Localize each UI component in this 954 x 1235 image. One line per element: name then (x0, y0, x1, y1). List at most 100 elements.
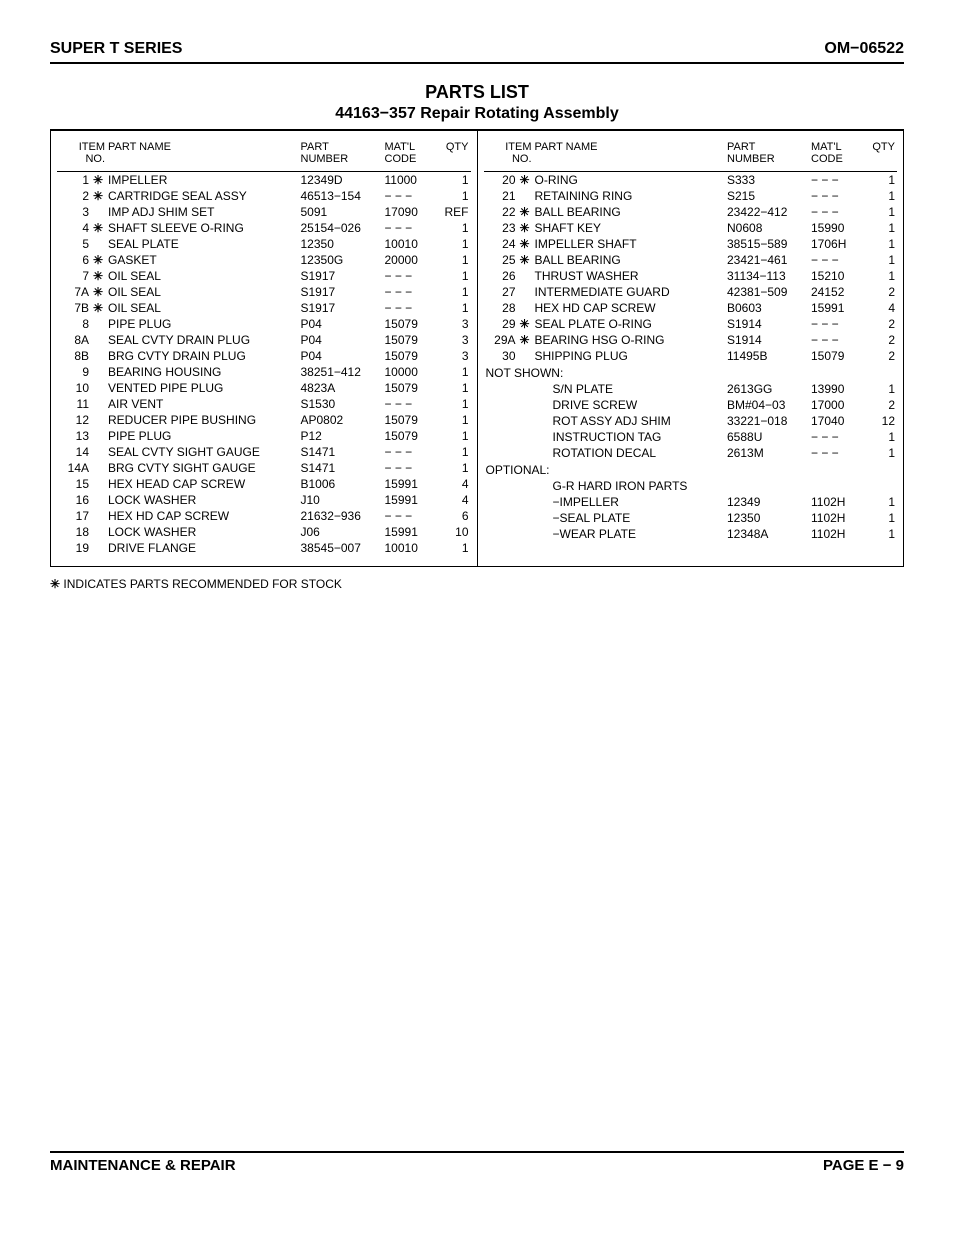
cell-matl-code: − − − (809, 188, 863, 204)
cell-stock-mark-icon (90, 396, 106, 412)
cell-item-no (484, 429, 517, 445)
cell-stock-mark-icon (90, 332, 106, 348)
cell-matl-code: 15079 (383, 316, 437, 332)
cell-item-no: 14 (57, 444, 90, 460)
header-left: SUPER T SERIES (50, 40, 182, 58)
cell-stock-mark-icon: ✳ (517, 172, 533, 189)
cell-matl-code: 1706H (809, 236, 863, 252)
cell-part-name: BALL BEARING (533, 252, 726, 268)
cell-item-no (484, 510, 517, 526)
cell-item-no: 16 (57, 492, 90, 508)
cell-matl-code: 11000 (383, 172, 437, 189)
cell-matl-code: 13990 (809, 381, 863, 397)
cell-qty: 1 (437, 236, 471, 252)
cell-part-name: ROTATION DECAL (533, 445, 726, 461)
cell-matl-code: − − − (809, 316, 863, 332)
cell-matl-code: − − − (809, 445, 863, 461)
cell-item-no (484, 413, 517, 429)
cell-part-number: 38545−007 (299, 540, 383, 556)
table-row: 26 THRUST WASHER 31134−113 15210 1 (484, 268, 898, 284)
cell-part-name: HEX HEAD CAP SCREW (106, 476, 299, 492)
cell-part-number: 21632−936 (299, 508, 383, 524)
cell-part-name: AIR VENT (106, 396, 299, 412)
cell-stock-mark-icon: ✳ (517, 236, 533, 252)
col-header-item: ITEMNO. (484, 139, 533, 172)
cell-part-number: AP0802 (299, 412, 383, 428)
cell-matl-code: 15079 (383, 412, 437, 428)
cell-stock-mark-icon (90, 412, 106, 428)
cell-item-no: 6 (57, 252, 90, 268)
table-row: 28 HEX HD CAP SCREW B0603 15991 4 (484, 300, 898, 316)
section-label: OPTIONAL: (484, 461, 898, 478)
cell-qty: 1 (437, 284, 471, 300)
table-row: 8A SEAL CVTY DRAIN PLUG P04 15079 3 (57, 332, 471, 348)
cell-stock-mark-icon (90, 204, 106, 220)
cell-item-no: 26 (484, 268, 517, 284)
cell-qty: 1 (437, 268, 471, 284)
cell-qty: 3 (437, 316, 471, 332)
table-row: 13 PIPE PLUG P12 15079 1 (57, 428, 471, 444)
table-header-row: ITEMNO. PART NAME PARTNUMBER MAT'LCODE Q… (484, 139, 898, 172)
cell-matl-code: 24152 (809, 284, 863, 300)
col-header-name: PART NAME (106, 139, 299, 172)
cell-stock-mark-icon (517, 526, 533, 542)
cell-part-name: SHAFT KEY (533, 220, 726, 236)
cell-qty: 1 (437, 428, 471, 444)
cell-part-number: S1917 (299, 300, 383, 316)
cell-matl-code: − − − (809, 172, 863, 189)
cell-part-name: DRIVE FLANGE (106, 540, 299, 556)
cell-part-name: −SEAL PLATE (533, 510, 726, 526)
cell-part-number: S1471 (299, 460, 383, 476)
cell-item-no (484, 397, 517, 413)
cell-stock-mark-icon (90, 540, 106, 556)
table-row: 21 RETAINING RING S215 − − − 1 (484, 188, 898, 204)
cell-part-number: 2613GG (725, 381, 809, 397)
table-row: 17 HEX HD CAP SCREW 21632−936 − − − 6 (57, 508, 471, 524)
cell-qty: 12 (863, 413, 897, 429)
table-row: G-R HARD IRON PARTS (484, 478, 898, 494)
cell-part-number: 12350 (299, 236, 383, 252)
cell-item-no: 30 (484, 348, 517, 364)
cell-part-name: LOCK WASHER (106, 524, 299, 540)
cell-part-name: RETAINING RING (533, 188, 726, 204)
table-row: 30 SHIPPING PLUG 11495B 15079 2 (484, 348, 898, 364)
cell-qty: 2 (863, 332, 897, 348)
cell-part-name: LOCK WASHER (106, 492, 299, 508)
cell-item-no: 7 (57, 268, 90, 284)
cell-qty: 1 (437, 460, 471, 476)
cell-qty: 2 (863, 316, 897, 332)
cell-stock-mark-icon: ✳ (90, 252, 106, 268)
cell-matl-code: 15079 (383, 428, 437, 444)
cell-matl-code: − − − (383, 396, 437, 412)
cell-matl-code: 15079 (383, 332, 437, 348)
table-row: 29A ✳ BEARING HSG O-RING S1914 − − − 2 (484, 332, 898, 348)
cell-part-name: PIPE PLUG (106, 428, 299, 444)
table-row: 9 BEARING HOUSING 38251−412 10000 1 (57, 364, 471, 380)
cell-qty: 1 (863, 252, 897, 268)
cell-part-name: BRG CVTY DRAIN PLUG (106, 348, 299, 364)
table-row: 22 ✳ BALL BEARING 23422−412 − − − 1 (484, 204, 898, 220)
cell-stock-mark-icon (90, 348, 106, 364)
cell-part-number: S333 (725, 172, 809, 189)
cell-item-no: 4 (57, 220, 90, 236)
cell-item-no: 24 (484, 236, 517, 252)
cell-part-name: INSTRUCTION TAG (533, 429, 726, 445)
table-row: 16 LOCK WASHER J10 15991 4 (57, 492, 471, 508)
cell-stock-mark-icon: ✳ (90, 300, 106, 316)
cell-item-no: 23 (484, 220, 517, 236)
cell-item-no: 27 (484, 284, 517, 300)
cell-matl-code: 15991 (383, 524, 437, 540)
cell-item-no: 14A (57, 460, 90, 476)
cell-part-number: 23422−412 (725, 204, 809, 220)
cell-part-name: OIL SEAL (106, 300, 299, 316)
cell-part-number: B1006 (299, 476, 383, 492)
cell-qty: 2 (863, 397, 897, 413)
cell-stock-mark-icon: ✳ (517, 252, 533, 268)
cell-part-number: 38515−589 (725, 236, 809, 252)
cell-item-no: 29A (484, 332, 517, 348)
table-row: 7B ✳ OIL SEAL S1917 − − − 1 (57, 300, 471, 316)
cell-qty: 1 (437, 380, 471, 396)
cell-qty: 4 (437, 492, 471, 508)
cell-part-number (725, 478, 809, 494)
cell-matl-code: 1102H (809, 526, 863, 542)
